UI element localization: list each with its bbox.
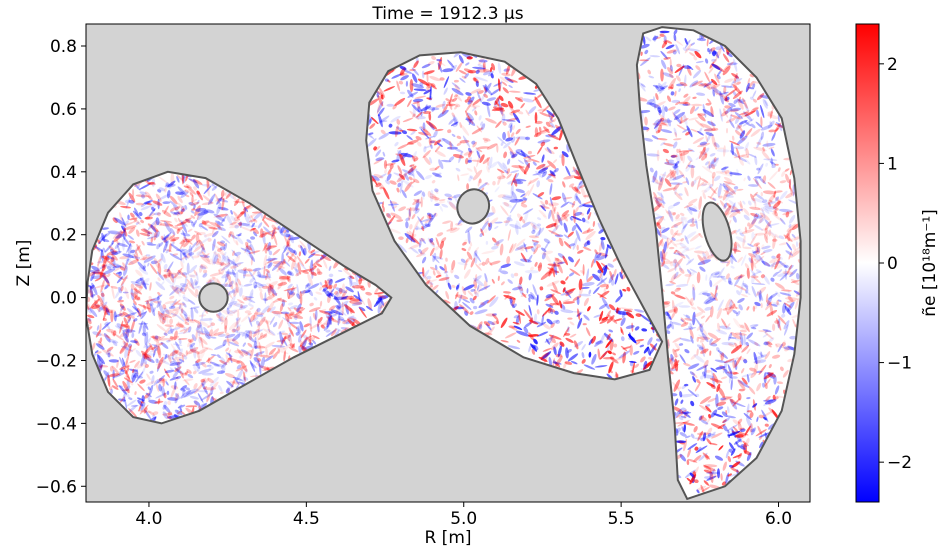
x-tick-label: 4.0 — [135, 509, 162, 529]
density-fluctuation-texture — [86, 171, 390, 424]
density-fluctuation-texture — [366, 52, 662, 380]
y-tick-label: 0.2 — [50, 226, 77, 246]
y-tick-label: −0.6 — [36, 477, 77, 497]
x-axis-label: R [m] — [424, 528, 471, 548]
x-tick-label: 5.5 — [608, 509, 635, 529]
colorbar — [855, 23, 880, 503]
y-tick-label: −0.4 — [36, 414, 77, 434]
density-fluctuation-texture — [636, 29, 801, 495]
plasma-cross-section — [636, 27, 801, 499]
x-tick-label: 4.5 — [293, 509, 320, 529]
inner-boundary-hole — [701, 201, 733, 262]
colorbar-label: ñe [10¹⁸m⁻¹] — [920, 209, 940, 317]
plasma-cross-section — [86, 171, 392, 424]
colorbar-tick-label: −1 — [887, 354, 912, 374]
last-closed-flux-surface — [365, 51, 664, 381]
cross-sections — [86, 26, 802, 501]
colorbar-tick-label: −2 — [887, 453, 912, 473]
colorbar-tick-label: 2 — [887, 55, 898, 75]
chart-title: Time = 1912.3 μs — [371, 4, 523, 24]
inner-boundary-hole — [198, 282, 229, 313]
last-closed-flux-surface — [635, 26, 802, 501]
last-closed-flux-surface — [86, 170, 393, 425]
inner-boundary-hole — [456, 188, 491, 225]
y-tick-label: 0.0 — [50, 289, 77, 309]
y-axis-ticks: 0.8 0.6 0.4 0.2 0.0 −0.2 −0.4 −0.6 — [36, 37, 86, 497]
colorbar-tick-label: 0 — [887, 254, 898, 274]
y-tick-label: 0.4 — [50, 163, 77, 183]
y-tick-label: 0.8 — [50, 37, 77, 57]
x-tick-label: 5.0 — [450, 509, 477, 529]
colorbar-tick-label: 1 — [887, 154, 898, 174]
y-axis-label: Z [m] — [14, 240, 34, 287]
y-tick-label: −0.2 — [36, 351, 77, 371]
x-axis-ticks: 4.0 4.5 5.0 5.5 6.0 — [135, 502, 792, 529]
y-tick-label: 0.6 — [50, 100, 77, 120]
plot-frame — [85, 23, 811, 503]
x-tick-label: 6.0 — [765, 509, 792, 529]
colorbar-ticks: 2 1 0 −1 −2 — [879, 55, 912, 473]
